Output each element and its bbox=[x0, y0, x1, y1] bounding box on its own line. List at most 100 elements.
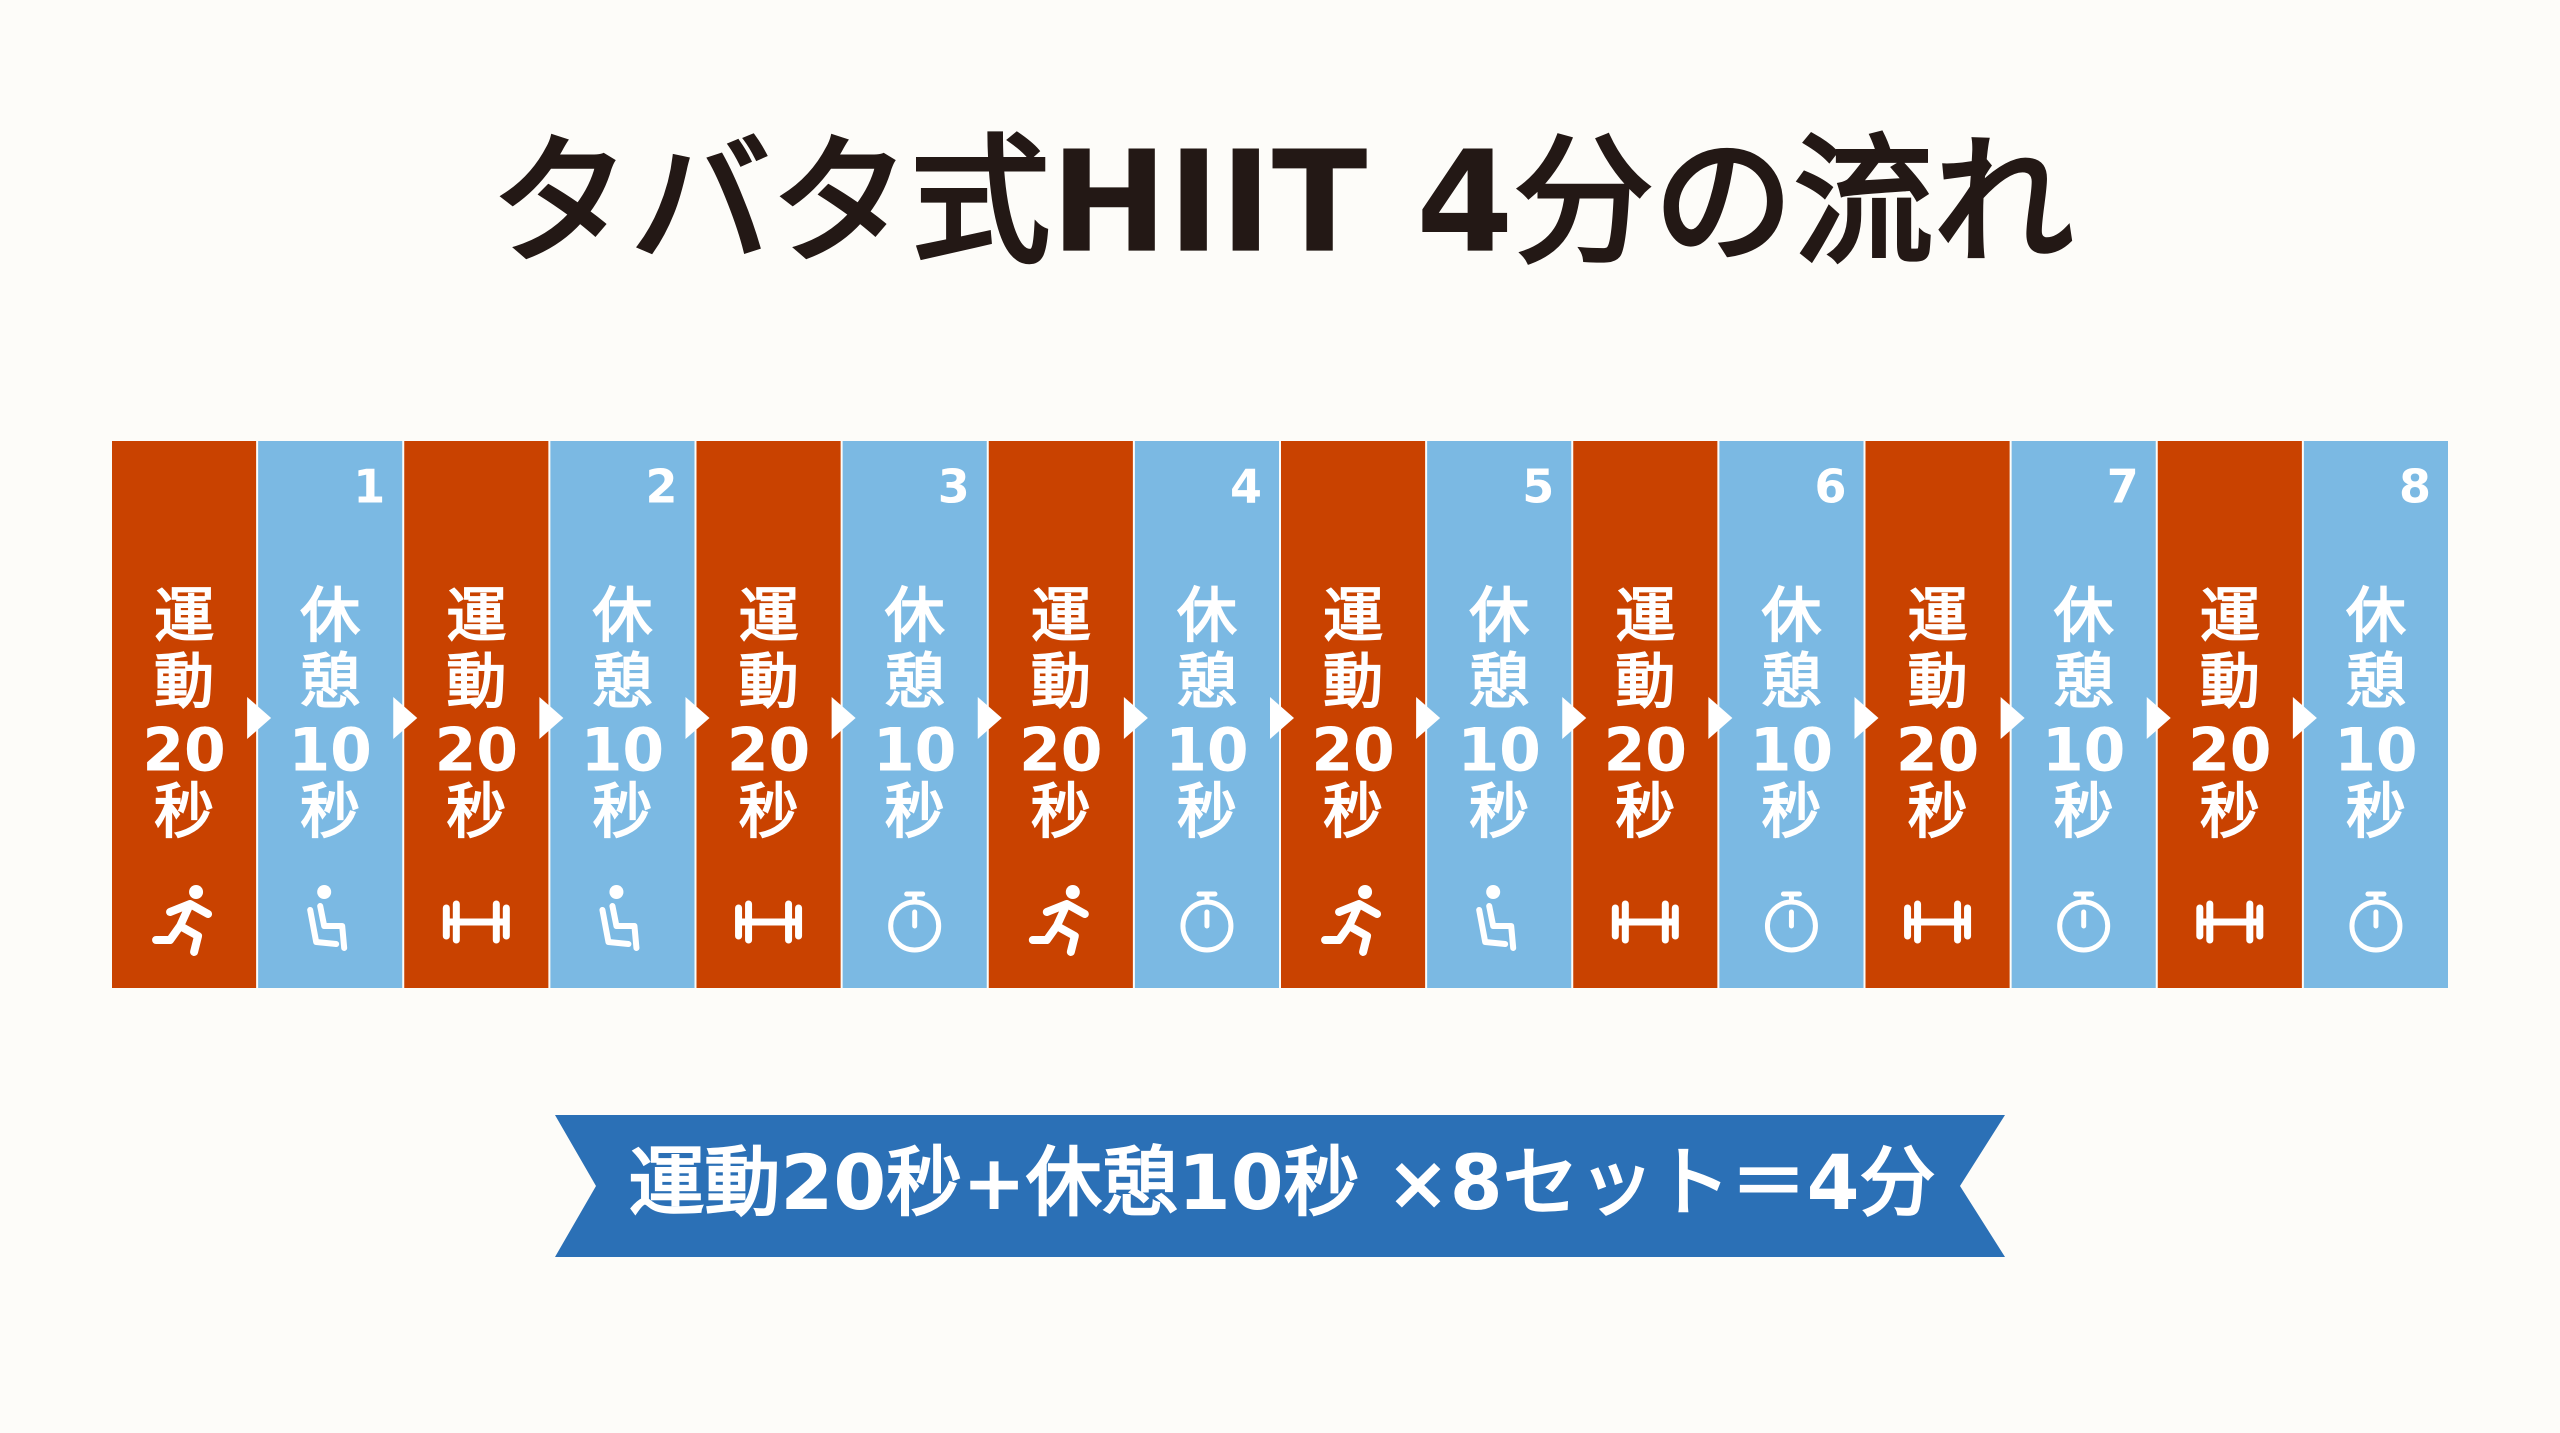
block-text: 動 bbox=[1615, 648, 1675, 718]
block-exercise bbox=[988, 441, 1133, 988]
set-number: 3 bbox=[938, 460, 970, 514]
block-text: 秒 bbox=[1761, 778, 1821, 848]
block-text: 憩 bbox=[1761, 648, 1821, 718]
block-text: 秒 bbox=[592, 778, 652, 848]
block-text: 秒 bbox=[1031, 778, 1091, 848]
block-text: 動 bbox=[154, 648, 214, 718]
block-text: 秒 bbox=[1323, 778, 1383, 848]
icon-dumbbell bbox=[442, 900, 510, 944]
block-text: 20 bbox=[727, 716, 811, 786]
block-rest bbox=[258, 441, 403, 988]
icon-part bbox=[2073, 891, 2095, 929]
block-text: 休 bbox=[299, 582, 361, 652]
block-text: 動 bbox=[1031, 648, 1091, 718]
block-text: 動 bbox=[1908, 648, 1968, 718]
icon-part bbox=[735, 900, 803, 944]
arrow bbox=[1854, 697, 1879, 739]
icon-part bbox=[1904, 900, 1972, 944]
icon-part bbox=[599, 903, 640, 951]
block-exercise bbox=[2157, 441, 2302, 988]
set-number: 8 bbox=[2399, 460, 2431, 514]
block-text: 20 bbox=[1604, 716, 1688, 786]
block-text: 秒 bbox=[2346, 778, 2406, 848]
icon-part bbox=[1486, 885, 1501, 899]
arrow bbox=[247, 697, 272, 739]
block-rest bbox=[1427, 441, 1572, 988]
block-exercise bbox=[112, 441, 257, 988]
arrow bbox=[685, 697, 710, 739]
block-text: 運 bbox=[1615, 582, 1675, 652]
title: タバタ式HIIT 4分の流れ bbox=[491, 122, 2074, 285]
set-number: 4 bbox=[1230, 460, 1262, 514]
block-text: 運 bbox=[1323, 582, 1383, 652]
arrow bbox=[1708, 697, 1733, 739]
arrow bbox=[393, 697, 418, 739]
icon-part bbox=[1476, 903, 1517, 951]
set-number: 5 bbox=[1522, 460, 1554, 514]
block-text: 運 bbox=[1908, 582, 1968, 652]
block-text: 10 bbox=[873, 716, 957, 786]
icon-part bbox=[2196, 900, 2264, 944]
block-text: 10 bbox=[1165, 716, 1249, 786]
block-text: 憩 bbox=[1177, 648, 1237, 718]
icon-part bbox=[1321, 900, 1382, 956]
set-number: 2 bbox=[645, 460, 677, 514]
block-text: 休 bbox=[2053, 582, 2115, 652]
block-text: 憩 bbox=[2054, 648, 2114, 718]
set-number: 1 bbox=[353, 460, 385, 514]
block-text: 運 bbox=[739, 582, 799, 652]
block-text: 20 bbox=[435, 716, 519, 786]
block-text: 憩 bbox=[2346, 648, 2406, 718]
block-text: 憩 bbox=[885, 648, 945, 718]
arrow bbox=[2292, 697, 2317, 739]
block-text: 運 bbox=[446, 582, 506, 652]
icon-part bbox=[1611, 900, 1679, 944]
block-text: 動 bbox=[1323, 648, 1383, 718]
block-text: 秒 bbox=[2200, 778, 2260, 848]
icon-chair bbox=[599, 885, 640, 951]
block-text: 動 bbox=[2200, 648, 2260, 718]
icon-part bbox=[2365, 891, 2387, 929]
arrow bbox=[2146, 697, 2171, 739]
block-text: 憩 bbox=[592, 648, 652, 718]
icon-timer bbox=[2057, 891, 2111, 953]
icon-run bbox=[1028, 885, 1089, 956]
banner-text: 運動20秒+休憩10秒 ×8セット＝4分 bbox=[628, 1138, 1935, 1227]
block-text: 秒 bbox=[885, 778, 945, 848]
block-text: 10 bbox=[2042, 716, 2126, 786]
set-number: 6 bbox=[1814, 460, 1846, 514]
banner bbox=[555, 1115, 2005, 1257]
block-exercise bbox=[1865, 441, 2010, 988]
icon-timer bbox=[888, 891, 942, 953]
block-text: 10 bbox=[1457, 716, 1541, 786]
block-text: 20 bbox=[1896, 716, 1980, 786]
icon-dumbbell bbox=[735, 900, 803, 944]
icon-part bbox=[1780, 891, 1802, 929]
block-exercise bbox=[1573, 441, 1718, 988]
block-text: 運 bbox=[154, 582, 214, 652]
icon-part bbox=[1196, 891, 1218, 929]
arrow bbox=[831, 697, 856, 739]
block-text: 秒 bbox=[1177, 778, 1237, 848]
block-text: 憩 bbox=[1469, 648, 1529, 718]
arrow bbox=[1562, 697, 1587, 739]
block-text: 秒 bbox=[300, 778, 360, 848]
arrow bbox=[1123, 697, 1148, 739]
icon-part bbox=[317, 885, 332, 899]
block-text: 10 bbox=[1750, 716, 1834, 786]
icon-part bbox=[904, 891, 926, 929]
icon-part bbox=[442, 900, 510, 944]
block-text: 運 bbox=[1031, 582, 1091, 652]
arrow bbox=[977, 697, 1002, 739]
block-text: 秒 bbox=[1908, 778, 1968, 848]
icon-timer bbox=[1180, 891, 1234, 953]
block-text: 動 bbox=[739, 648, 799, 718]
set-number: 7 bbox=[2107, 460, 2139, 514]
icon-part bbox=[609, 885, 624, 899]
icon-run bbox=[152, 885, 213, 956]
arrow bbox=[1416, 697, 1441, 739]
icon-part bbox=[1358, 885, 1373, 899]
block-text: 動 bbox=[446, 648, 506, 718]
icon-part bbox=[307, 903, 348, 951]
